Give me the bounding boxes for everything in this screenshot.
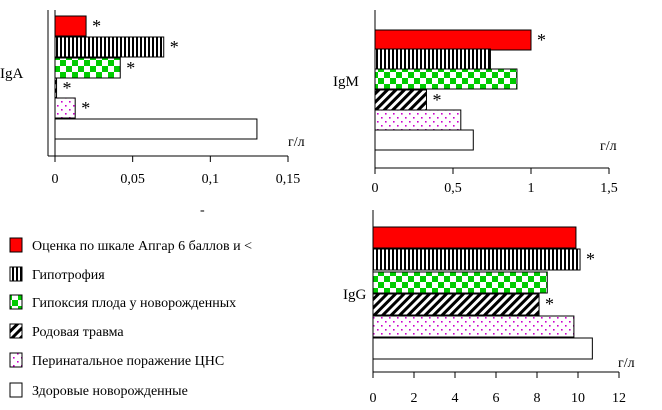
iga-tick-label: 0	[52, 172, 59, 187]
igm-unit-label: г/л	[600, 139, 617, 154]
legend-swatch	[9, 266, 23, 282]
igg-tick-label: 8	[534, 391, 541, 406]
igm-bar	[374, 29, 532, 51]
igm-row-label: IgM	[333, 74, 359, 90]
legend-swatch	[9, 352, 23, 368]
iga-significance-star: *	[63, 78, 72, 98]
legend-label: Родовая травма	[32, 325, 124, 340]
stray-mark: -	[200, 203, 205, 218]
iga-tick-label: 0,15	[276, 172, 301, 187]
igg-bar	[372, 315, 575, 338]
igg-panel: 0 2 4 6 8 10 12 * * IgG г/л	[343, 210, 635, 406]
igm-tick-label: 1	[528, 181, 535, 196]
legend-swatch	[9, 294, 23, 310]
igg-significance-star: *	[545, 294, 554, 314]
legend-label: Перинатальное поражение ЦНС	[32, 354, 224, 369]
igg-tick-label: 10	[571, 391, 585, 406]
igg-row-label: IgG	[343, 287, 366, 303]
legend-swatch	[9, 323, 23, 339]
iga-row-label: IgA	[0, 66, 23, 82]
iga-bar	[54, 97, 76, 119]
iga-bar	[54, 57, 121, 79]
iga-significance-star: *	[126, 58, 135, 78]
igg-tick-label: 4	[452, 391, 459, 406]
igm-tick-label: 1,5	[600, 181, 618, 196]
igm-tick-label: 0	[372, 181, 379, 196]
igm-significance-star: *	[432, 90, 441, 110]
igm-panel: 0 0,5 1 1,5 * * IgM г/л	[333, 10, 618, 196]
igm-bar	[374, 109, 462, 131]
igg-tick-label: 2	[411, 391, 418, 406]
iga-unit-label: г/л	[288, 135, 305, 150]
igg-tick-label: 12	[612, 391, 626, 406]
igm-bar	[374, 129, 474, 151]
igg-bar	[372, 271, 548, 294]
igg-bar	[372, 248, 581, 271]
iga-significance-star: *	[92, 16, 101, 36]
legend-swatch	[9, 237, 23, 253]
legend-label: Здоровые новорожденные	[32, 384, 188, 399]
iga-bar	[54, 36, 165, 58]
igm-bar	[374, 68, 518, 90]
igm-bar	[374, 48, 491, 70]
iga-panel: 0 0,05 0,1 0,15 * * * * * IgA г/л	[0, 10, 305, 187]
igm-tick-label: 0,5	[444, 181, 462, 196]
igg-unit-label: г/л	[618, 356, 635, 371]
legend-label: Гипоксия плода у новорожденных	[32, 296, 236, 311]
iga-tick-label: 0,1	[202, 172, 220, 187]
igg-significance-star: *	[586, 249, 595, 269]
legend-label: Гипотрофия	[32, 268, 105, 283]
igg-bar	[372, 226, 577, 249]
igg-bar	[372, 337, 593, 360]
iga-significance-star: *	[81, 98, 90, 118]
legend: Оценка по шкале Апгар 6 баллов и < Гипотр…	[9, 237, 252, 399]
igm-significance-star: *	[537, 30, 546, 50]
igg-bar	[372, 293, 540, 316]
iga-tick-label: 0,05	[120, 172, 145, 187]
iga-bar	[54, 77, 58, 99]
igg-tick-label: 6	[493, 391, 500, 406]
iga-significance-star: *	[170, 37, 179, 57]
igm-bar	[374, 89, 427, 111]
iga-bar	[54, 118, 258, 140]
legend-label: Оценка по шкале Апгар 6 баллов и <	[32, 239, 252, 254]
legend-swatch	[9, 382, 23, 398]
iga-bar	[54, 15, 87, 37]
igg-tick-label: 0	[370, 391, 377, 406]
